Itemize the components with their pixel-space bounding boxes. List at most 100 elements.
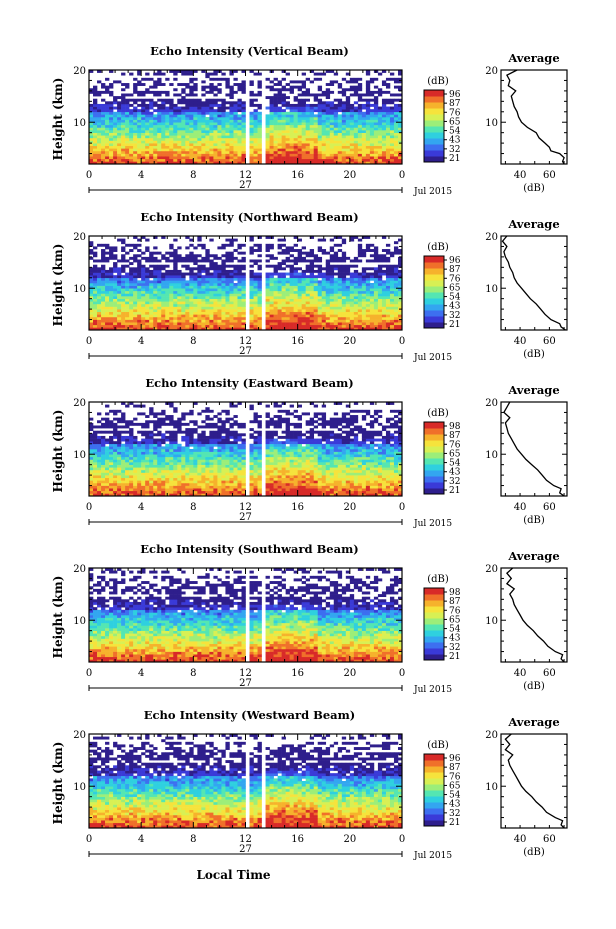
average-frame [500,401,568,497]
colorbar-swatch [424,820,444,827]
colorbar-swatch [424,150,444,157]
colorbar-tick-label: 76 [449,440,461,450]
colorbar-swatch [424,488,444,495]
colorbar-tick-label: 65 [449,117,461,127]
average-y-tick-label: 10 [485,118,498,129]
average-x-tick-label: 40 [514,668,527,679]
x-tick-label: 0 [399,336,405,347]
colorbar-swatch [424,796,444,803]
colorbar-tick-label: 65 [449,283,461,293]
x-tick-label: 0 [86,502,92,513]
colorbar-frame [423,421,445,495]
colorbar-swatch [424,482,444,489]
x-tick-label: 0 [399,668,405,679]
x-tick-label: 0 [86,336,92,347]
colorbar-tick-label: 96 [449,754,461,764]
x-tick-label: 20 [343,834,356,845]
x-tick-label: 8 [190,502,196,513]
average-y-tick-label: 20 [485,730,498,741]
average-x-tick-label: 60 [543,668,556,679]
average-profile-line [506,69,565,165]
colorbar-tick-label: 87 [449,763,461,773]
y-tick-label: 10 [73,782,86,793]
colorbar-tick-label: 43 [449,468,461,478]
average-y-tick-label: 10 [485,450,498,461]
average-frame [500,235,568,331]
colorbar-swatch [424,108,444,115]
average-frame [500,567,568,663]
colorbar-swatch [424,642,444,649]
x-tick-label: 16 [291,336,304,347]
colorbar-swatch [424,618,444,625]
colorbar-swatch [424,262,444,269]
colorbar-tick-label: 65 [449,781,461,791]
colorbar-swatch [424,588,444,595]
average-y-tick-label: 20 [485,564,498,575]
colorbar-swatch [424,654,444,661]
colorbar-frame [423,89,445,163]
date-label: Jul 2015 [413,519,452,529]
x-tick-label: 4 [138,834,144,845]
average-frame [500,69,568,165]
colorbar-swatch [424,754,444,761]
colorbar-swatch [424,440,444,447]
heatmap-cells [89,568,403,663]
colorbar-tick-label: 76 [449,274,461,284]
colorbar-swatch [424,458,444,465]
colorbar-frame [423,753,445,827]
day-label: 27 [239,844,252,855]
colorbar-swatch [424,316,444,323]
x-tick-label: 8 [190,668,196,679]
average-y-tick-label: 10 [485,616,498,627]
colorbar-tick-label: 32 [449,809,460,819]
x-tick-label: 20 [343,336,356,347]
colorbar-tick-label: 76 [449,772,461,782]
day-label: 27 [239,346,252,357]
average-title: Average [507,51,559,65]
colorbar-unit: (dB) [427,76,449,87]
y-axis-label: Height (km) [51,78,65,161]
x-tick-label: 8 [190,834,196,845]
colorbar-tick-label: 21 [449,486,460,496]
heatmap-cells [89,236,403,331]
panel-title: Echo Intensity (Northward Beam) [140,210,358,224]
x-tick-label: 8 [190,336,196,347]
heatmap-cells [89,70,403,165]
colorbar-swatch [424,90,444,97]
colorbar-swatch [424,772,444,779]
date-label: Jul 2015 [413,187,452,197]
x-tick-label: 16 [291,170,304,181]
x-tick-label: 8 [190,170,196,181]
panel-title: Echo Intensity (Southward Beam) [140,542,358,556]
colorbar-unit: (dB) [427,574,449,585]
y-axis-label: Height (km) [51,244,65,327]
x-tick-label: 4 [138,170,144,181]
colorbar-tick-label: 87 [449,431,461,441]
x-tick-label: 0 [86,834,92,845]
x-tick-label: 12 [239,502,252,513]
colorbar-tick-label: 65 [449,615,461,625]
average-y-tick-label: 20 [485,398,498,409]
colorbar-swatch [424,470,444,477]
colorbar-frame [423,587,445,661]
colorbar-tick-label: 87 [449,99,461,109]
date-label: Jul 2015 [413,353,452,363]
colorbar-tick-label: 54 [449,791,461,801]
y-tick-label: 20 [73,730,86,741]
colorbar-swatch [424,760,444,767]
average-profile-line [504,733,565,829]
average-frame [500,733,568,829]
colorbar-swatch [424,132,444,139]
colorbar-swatch [424,452,444,459]
colorbar-tick-label: 21 [449,818,460,828]
y-axis-label: Height (km) [51,742,65,825]
x-tick-label: 0 [86,668,92,679]
colorbar-swatch [424,476,444,483]
colorbar-tick-label: 76 [449,108,461,118]
y-tick-label: 20 [73,564,86,575]
x-tick-label: 16 [291,502,304,513]
average-title: Average [507,383,559,397]
colorbar-tick-label: 21 [449,320,460,330]
day-label: 27 [239,678,252,689]
